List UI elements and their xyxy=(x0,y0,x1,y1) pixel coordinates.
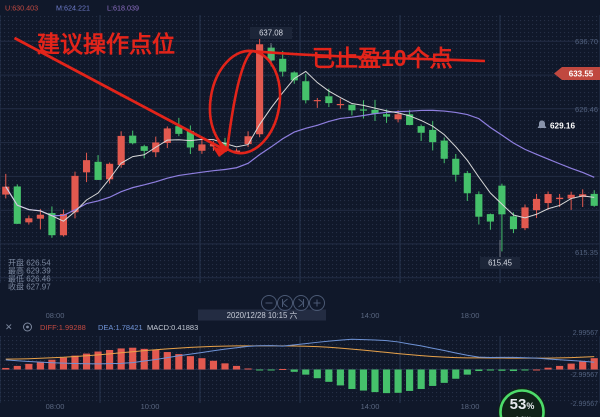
svg-text:08:00: 08:00 xyxy=(46,402,65,411)
svg-text:建议操作点位: 建议操作点位 xyxy=(37,31,175,57)
svg-text:18:00: 18:00 xyxy=(461,311,480,320)
svg-text:10:00: 10:00 xyxy=(141,402,160,411)
svg-text:615.35: 615.35 xyxy=(575,248,598,257)
svg-text:U:630.403: U:630.403 xyxy=(5,4,38,13)
svg-text:✕: ✕ xyxy=(5,322,13,332)
svg-text:M:624.221: M:624.221 xyxy=(56,4,90,13)
svg-text:637.08: 637.08 xyxy=(259,29,283,38)
svg-text:-2.99567: -2.99567 xyxy=(570,372,598,379)
svg-text:DEA:1.78421: DEA:1.78421 xyxy=(98,323,143,332)
svg-text:18:00: 18:00 xyxy=(461,402,480,411)
svg-text:629.16: 629.16 xyxy=(550,122,575,131)
svg-text:08:00: 08:00 xyxy=(46,311,65,320)
svg-text:L:618.039: L:618.039 xyxy=(107,4,139,13)
svg-text:2020/12/28 10:15 六: 2020/12/28 10:15 六 xyxy=(227,310,298,320)
svg-text:633.55: 633.55 xyxy=(569,70,594,79)
svg-text:636.70: 636.70 xyxy=(575,37,598,46)
svg-text:626.46: 626.46 xyxy=(575,105,598,114)
svg-text:已止盈10个点: 已止盈10个点 xyxy=(312,45,453,71)
svg-text:2.99567: 2.99567 xyxy=(573,330,598,337)
svg-text:615.45: 615.45 xyxy=(488,259,513,268)
svg-text:DIFF:1.99288: DIFF:1.99288 xyxy=(40,323,86,332)
svg-text:-2.99567: -2.99567 xyxy=(570,401,598,408)
svg-text:14:00: 14:00 xyxy=(361,311,380,320)
svg-text:收盘 627.97: 收盘 627.97 xyxy=(8,282,51,292)
svg-text:14:00: 14:00 xyxy=(361,402,380,411)
svg-text:MACD:0.41883: MACD:0.41883 xyxy=(147,323,198,332)
